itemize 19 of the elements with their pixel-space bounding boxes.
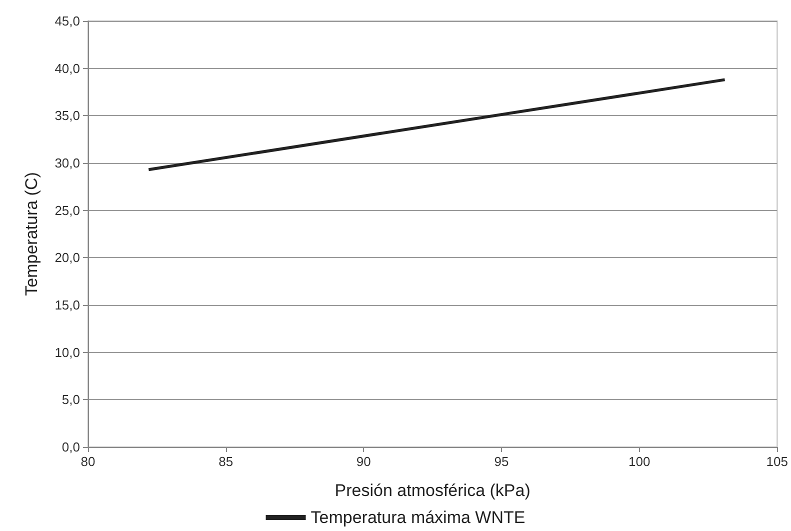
x-tick-label: 90 xyxy=(356,454,371,469)
y-tick-label: 45,0 xyxy=(54,14,80,28)
x-tick-label: 80 xyxy=(80,454,96,469)
y-tick-label: 30,0 xyxy=(54,156,80,170)
x-tick-label: 100 xyxy=(628,454,650,469)
x-tick-label: 95 xyxy=(494,454,509,469)
x-tick-label: 85 xyxy=(218,454,234,469)
y-tick-label: 10,0 xyxy=(54,344,80,360)
y-tick-label: 5,0 xyxy=(62,392,80,408)
legend-label: Temperatura máxima WNTE xyxy=(310,508,526,527)
y-tick-label: 40,0 xyxy=(54,60,80,76)
y-tick-label: 0,0 xyxy=(62,440,80,454)
y-tick-label: 20,0 xyxy=(54,250,80,266)
y-tick-label: 35,0 xyxy=(54,108,80,124)
x-tick-label: 105 xyxy=(766,454,788,469)
x-axis-title: Presión atmosférica (kPa) xyxy=(334,481,530,500)
y-tick-label: 25,0 xyxy=(54,202,80,218)
y-axis-title: Temperatura (C) xyxy=(22,172,41,296)
y-tick-label: 15,0 xyxy=(54,298,80,312)
